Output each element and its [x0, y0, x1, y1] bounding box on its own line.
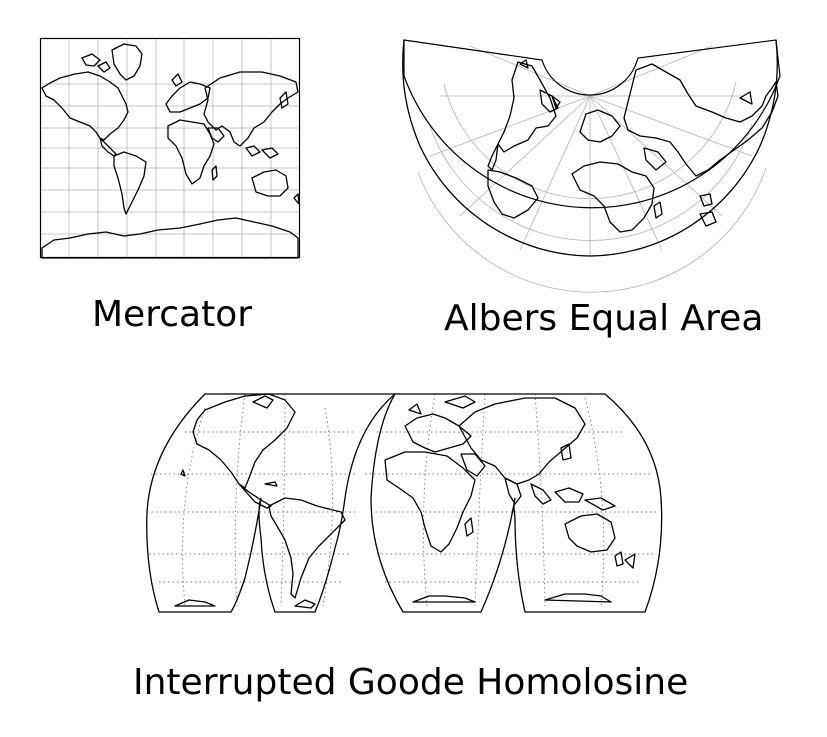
- albers-coastlines: [487, 59, 779, 233]
- albers-label: Albers Equal Area: [444, 298, 764, 339]
- mercator-coastlines: [41, 43, 300, 259]
- albers-map: [400, 36, 781, 293]
- goode-label: Interrupted Goode Homolosine: [133, 662, 689, 703]
- mercator-graticule: [40, 38, 300, 258]
- albers-map-svg: [402, 39, 781, 293]
- goode-graticule: [147, 393, 657, 607]
- mercator-label: Mercator: [92, 294, 253, 335]
- mercator-map-svg: [39, 37, 301, 259]
- mercator-map: [39, 37, 301, 259]
- goode-coastlines: [174, 393, 636, 609]
- goode-map: [145, 388, 665, 618]
- goode-map-svg: [146, 393, 663, 613]
- mercator-frame: [39, 37, 301, 259]
- albers-graticule: [417, 45, 767, 293]
- goode-frame: [146, 393, 397, 613]
- albers-frame: [403, 39, 781, 209]
